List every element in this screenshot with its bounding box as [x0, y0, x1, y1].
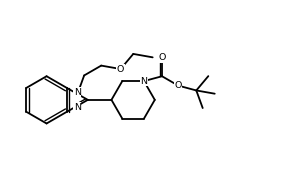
Text: O: O [158, 53, 166, 62]
Text: O: O [175, 81, 182, 90]
Text: N: N [141, 77, 148, 86]
Text: N: N [74, 88, 81, 97]
Text: N: N [74, 103, 81, 112]
Text: O: O [117, 64, 124, 73]
